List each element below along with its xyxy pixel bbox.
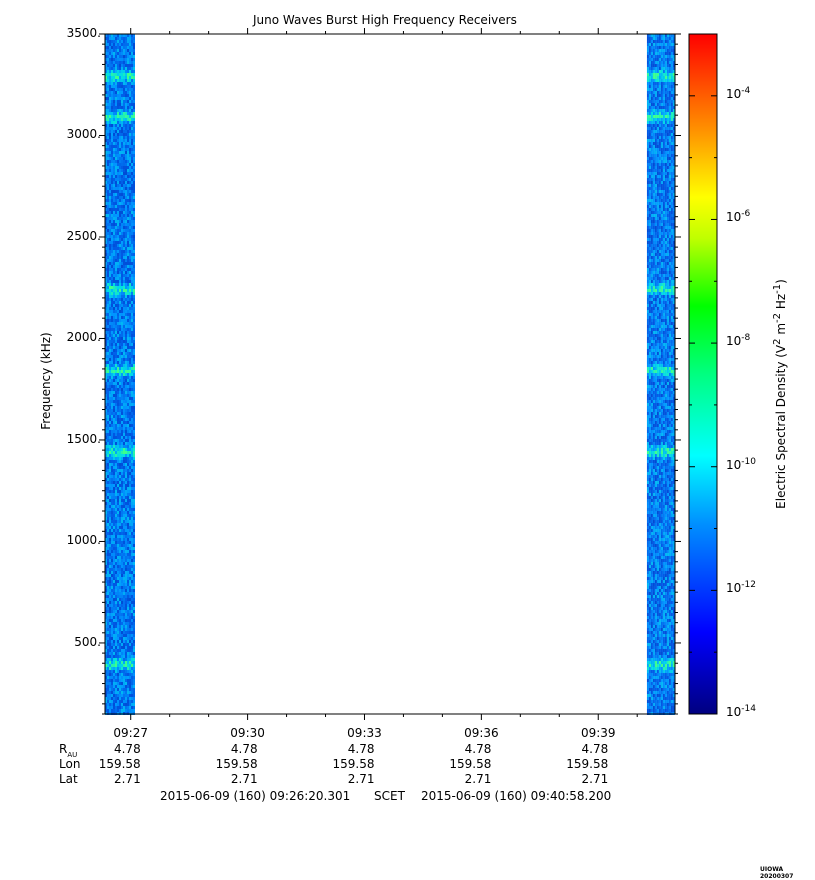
x-tick-label: 09:30 xyxy=(230,726,265,740)
ephemeris-row-label: Lon xyxy=(59,757,81,771)
ephemeris-row-subscript: AU xyxy=(67,751,78,759)
ephemeris-value: 2.71 xyxy=(347,772,375,786)
y-tick-label: 3500. xyxy=(66,26,101,40)
colorbar xyxy=(688,33,718,715)
x-tick-label: 09:36 xyxy=(464,726,499,740)
colorbar-label-sup3: -1 xyxy=(772,283,783,294)
colorbar-tick-exponent: -10 xyxy=(741,456,756,467)
spectrogram-block-1 xyxy=(105,34,135,715)
ephemeris-value: 2.71 xyxy=(113,772,141,786)
time-range-end: 2015-06-09 (160) 09:40:58.200 xyxy=(421,789,612,803)
colorbar-tick-exponent: -4 xyxy=(741,85,751,96)
plot-frame xyxy=(104,33,676,715)
ephemeris-value: 4.78 xyxy=(113,742,141,756)
x-tick-label: 09:27 xyxy=(113,726,148,740)
ephemeris-value: 159.58 xyxy=(215,757,258,771)
ephemeris-value: 2.71 xyxy=(581,772,609,786)
ephemeris-value: 4.78 xyxy=(230,742,258,756)
colorbar-tick-exponent: -8 xyxy=(741,333,751,344)
y-tick-label: 1000. xyxy=(66,533,101,548)
colorbar-tick-label: 10-14 xyxy=(726,704,756,719)
y-tick-label: 1500. xyxy=(66,431,101,446)
colorbar-tick-exponent: -6 xyxy=(741,209,751,220)
y-tick-label: 2500. xyxy=(66,228,101,243)
colorbar-tick-label: 10-10 xyxy=(726,456,756,472)
ephemeris-value: 159.58 xyxy=(98,757,141,771)
generation-stamp: UIOWA 20200307 xyxy=(760,866,794,880)
chart-title: Juno Waves Burst High Frequency Receiver… xyxy=(253,13,517,27)
ephemeris-value: 159.58 xyxy=(449,757,492,771)
ephemeris-value: 4.78 xyxy=(581,742,609,756)
y-tick-label: 2000. xyxy=(66,330,101,345)
y-tick-label: 3000. xyxy=(66,127,101,142)
ephemeris-value: 4.78 xyxy=(347,742,375,756)
ephemeris-value: 159.58 xyxy=(566,757,609,771)
y-axis-label: Frequency (kHz) xyxy=(39,332,53,430)
colorbar-label: Electric Spectral Density (V2 m-2 Hz-1) xyxy=(772,264,788,524)
x-tick-label: 09:39 xyxy=(580,726,616,740)
colorbar-tick-label: 10-12 xyxy=(726,580,756,596)
colorbar-tick-label: 10-6 xyxy=(726,209,751,225)
colorbar-tick-label: 10-8 xyxy=(726,333,751,349)
ephemeris-value: 4.78 xyxy=(464,742,492,756)
y-tick-label: 500. xyxy=(74,634,101,649)
colorbar-label-sup2: -2 xyxy=(772,312,783,323)
colorbar-tick-exponent: -12 xyxy=(741,580,756,591)
colorbar-tick-exponent: -14 xyxy=(741,704,756,714)
ephemeris-value: 2.71 xyxy=(464,772,492,786)
time-range-start: 2015-06-09 (160) 09:26:20.301 xyxy=(160,789,351,803)
ephemeris-row-label: Lat xyxy=(59,772,78,786)
colorbar-label-end: ) xyxy=(774,279,788,284)
x-tick-label: 09:33 xyxy=(347,726,382,740)
colorbar-label-mid: m xyxy=(774,322,788,339)
spectrogram-block-2 xyxy=(646,34,675,715)
colorbar-label-mid2: Hz xyxy=(774,293,788,313)
ephemeris-value: 159.58 xyxy=(332,757,375,771)
ephemeris-row-label: RAU xyxy=(59,742,78,759)
ephemeris-value: 2.71 xyxy=(230,772,258,786)
time-range-frame: SCET xyxy=(374,789,405,803)
colorbar-label-sup1: 2 xyxy=(772,338,783,345)
colorbar-tick-label: 10-4 xyxy=(726,85,751,101)
colorbar-label-text: Electric Spectral Density (V xyxy=(774,344,788,509)
